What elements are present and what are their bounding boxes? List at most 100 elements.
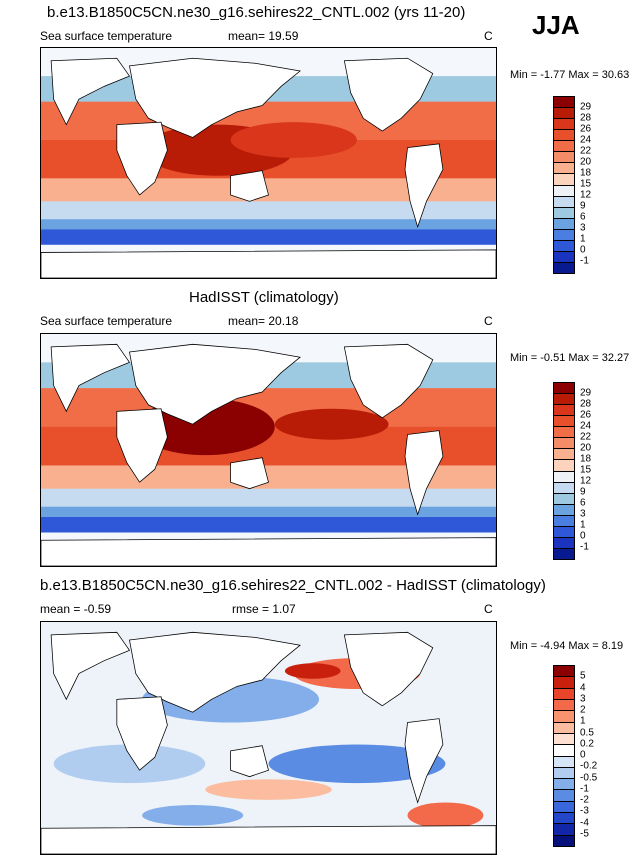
colorbar-swatch — [554, 163, 574, 175]
colorbar-tick-label: 28 — [580, 398, 592, 410]
panel1-minmax: Min = -1.77 Max = 30.63 — [510, 69, 630, 81]
colorbar-swatch — [554, 526, 574, 538]
colorbar-tick-label: 29 — [580, 101, 592, 113]
colorbar-swatch — [554, 416, 574, 428]
panel2-field-label: Sea surface temperature — [40, 314, 173, 328]
colorbar-swatch — [554, 711, 574, 723]
colorbar-swatch — [554, 240, 574, 252]
panel2-map — [40, 333, 497, 567]
panel1-mean: mean= 19.59 — [228, 29, 299, 43]
colorbar-swatch — [554, 722, 574, 734]
colorbar-tick-label: -0.5 — [580, 772, 598, 783]
colorbar-tick-label: 3 — [580, 222, 586, 234]
colorbar-tick-label: 6 — [580, 497, 586, 509]
panel1-unit: C — [484, 29, 493, 43]
colorbar-tick-label: 2 — [580, 704, 586, 716]
colorbar-swatch — [554, 174, 574, 186]
colorbar-tick-label: 20 — [580, 442, 592, 454]
colorbar-tick-label: 9 — [580, 200, 586, 212]
colorbar-tick-label: 1 — [580, 233, 586, 245]
colorbar-tick-label: 0 — [580, 530, 586, 542]
colorbar-tick-label: 18 — [580, 453, 592, 465]
colorbar-tick-label: 12 — [580, 189, 592, 201]
colorbar-tick-label: 26 — [580, 123, 592, 135]
colorbar-tick-label: 1 — [580, 715, 586, 727]
panel2-minmax: Min = -0.51 Max = 32.27 — [510, 352, 630, 364]
colorbar-swatch — [554, 438, 574, 450]
colorbar-tick-label: 15 — [580, 464, 592, 476]
colorbar-swatch — [554, 262, 574, 273]
colorbar-swatch — [554, 835, 574, 846]
colorbar-tick-label: 20 — [580, 156, 592, 168]
panel3-colorbar — [553, 665, 575, 847]
colorbar-swatch — [554, 779, 574, 791]
colorbar-swatch — [554, 229, 574, 241]
panel1-colorbar — [553, 96, 575, 274]
colorbar-swatch — [554, 733, 574, 746]
colorbar-tick-label: 15 — [580, 178, 592, 190]
colorbar-tick-label: 9 — [580, 486, 586, 498]
colorbar-swatch — [554, 251, 574, 263]
colorbar-tick-label: 0 — [580, 749, 586, 761]
colorbar-swatch — [554, 688, 574, 700]
colorbar-swatch — [554, 218, 574, 230]
colorbar-swatch — [554, 548, 574, 559]
colorbar-swatch — [554, 677, 574, 689]
colorbar-swatch — [554, 405, 574, 417]
colorbar-tick-label: 28 — [580, 112, 592, 124]
colorbar-swatch — [554, 449, 574, 461]
panel3-unit: C — [484, 602, 493, 616]
colorbar-swatch — [554, 666, 574, 678]
colorbar-tick-label: -3 — [580, 805, 589, 817]
panel1-title: b.e13.B1850C5CN.ne30_g16.sehires22_CNTL.… — [47, 4, 466, 21]
colorbar-tick-label: 1 — [580, 519, 586, 531]
colorbar-swatch — [554, 493, 574, 505]
panel2-colorbar — [553, 382, 575, 560]
colorbar-tick-label: 3 — [580, 693, 586, 705]
colorbar-swatch — [554, 152, 574, 164]
colorbar-swatch — [554, 394, 574, 406]
colorbar-swatch — [554, 756, 574, 768]
colorbar-tick-label: 0.5 — [580, 727, 594, 738]
colorbar-tick-label: -5 — [580, 828, 589, 840]
colorbar-swatch — [554, 471, 574, 483]
colorbar-swatch — [554, 185, 574, 197]
colorbar-tick-label: 5 — [580, 670, 586, 682]
colorbar-tick-label: 6 — [580, 211, 586, 223]
colorbar-tick-label: -1 — [580, 783, 589, 795]
colorbar-swatch — [554, 207, 574, 219]
colorbar-tick-label: -4 — [580, 817, 589, 828]
colorbar-tick-label: 12 — [580, 475, 592, 487]
panel2-mean: mean= 20.18 — [228, 314, 299, 328]
colorbar-tick-label: 29 — [580, 387, 592, 399]
colorbar-swatch — [554, 813, 574, 825]
colorbar-swatch — [554, 801, 574, 814]
colorbar-swatch — [554, 482, 574, 494]
colorbar-tick-label: -0.2 — [580, 760, 598, 772]
colorbar-swatch — [554, 130, 574, 142]
colorbar-swatch — [554, 537, 574, 549]
panel1-field-label: Sea surface temperature — [40, 29, 173, 43]
panel3-minmax: Min = -4.94 Max = 8.19 — [510, 640, 624, 652]
colorbar-swatch — [554, 504, 574, 516]
colorbar-tick-label: -2 — [580, 794, 589, 806]
colorbar-swatch — [554, 699, 574, 712]
colorbar-swatch — [554, 141, 574, 153]
panel1-map — [40, 47, 497, 279]
colorbar-tick-label: 18 — [580, 167, 592, 179]
colorbar-swatch — [554, 767, 574, 780]
colorbar-tick-label: 22 — [580, 145, 592, 157]
panel3-title: b.e13.B1850C5CN.ne30_g16.sehires22_CNTL.… — [40, 577, 546, 594]
colorbar-swatch — [554, 824, 574, 836]
colorbar-swatch — [554, 515, 574, 527]
colorbar-swatch — [554, 97, 574, 109]
colorbar-tick-label: 24 — [580, 420, 592, 432]
colorbar-tick-label: 22 — [580, 431, 592, 443]
colorbar-tick-label: 0.2 — [580, 738, 594, 750]
colorbar-swatch — [554, 460, 574, 472]
panel3-rmse: rmse = 1.07 — [232, 602, 296, 616]
panel2-unit: C — [484, 314, 493, 328]
colorbar-swatch — [554, 790, 574, 802]
colorbar-tick-label: -1 — [580, 255, 589, 267]
colorbar-tick-label: 24 — [580, 134, 592, 146]
